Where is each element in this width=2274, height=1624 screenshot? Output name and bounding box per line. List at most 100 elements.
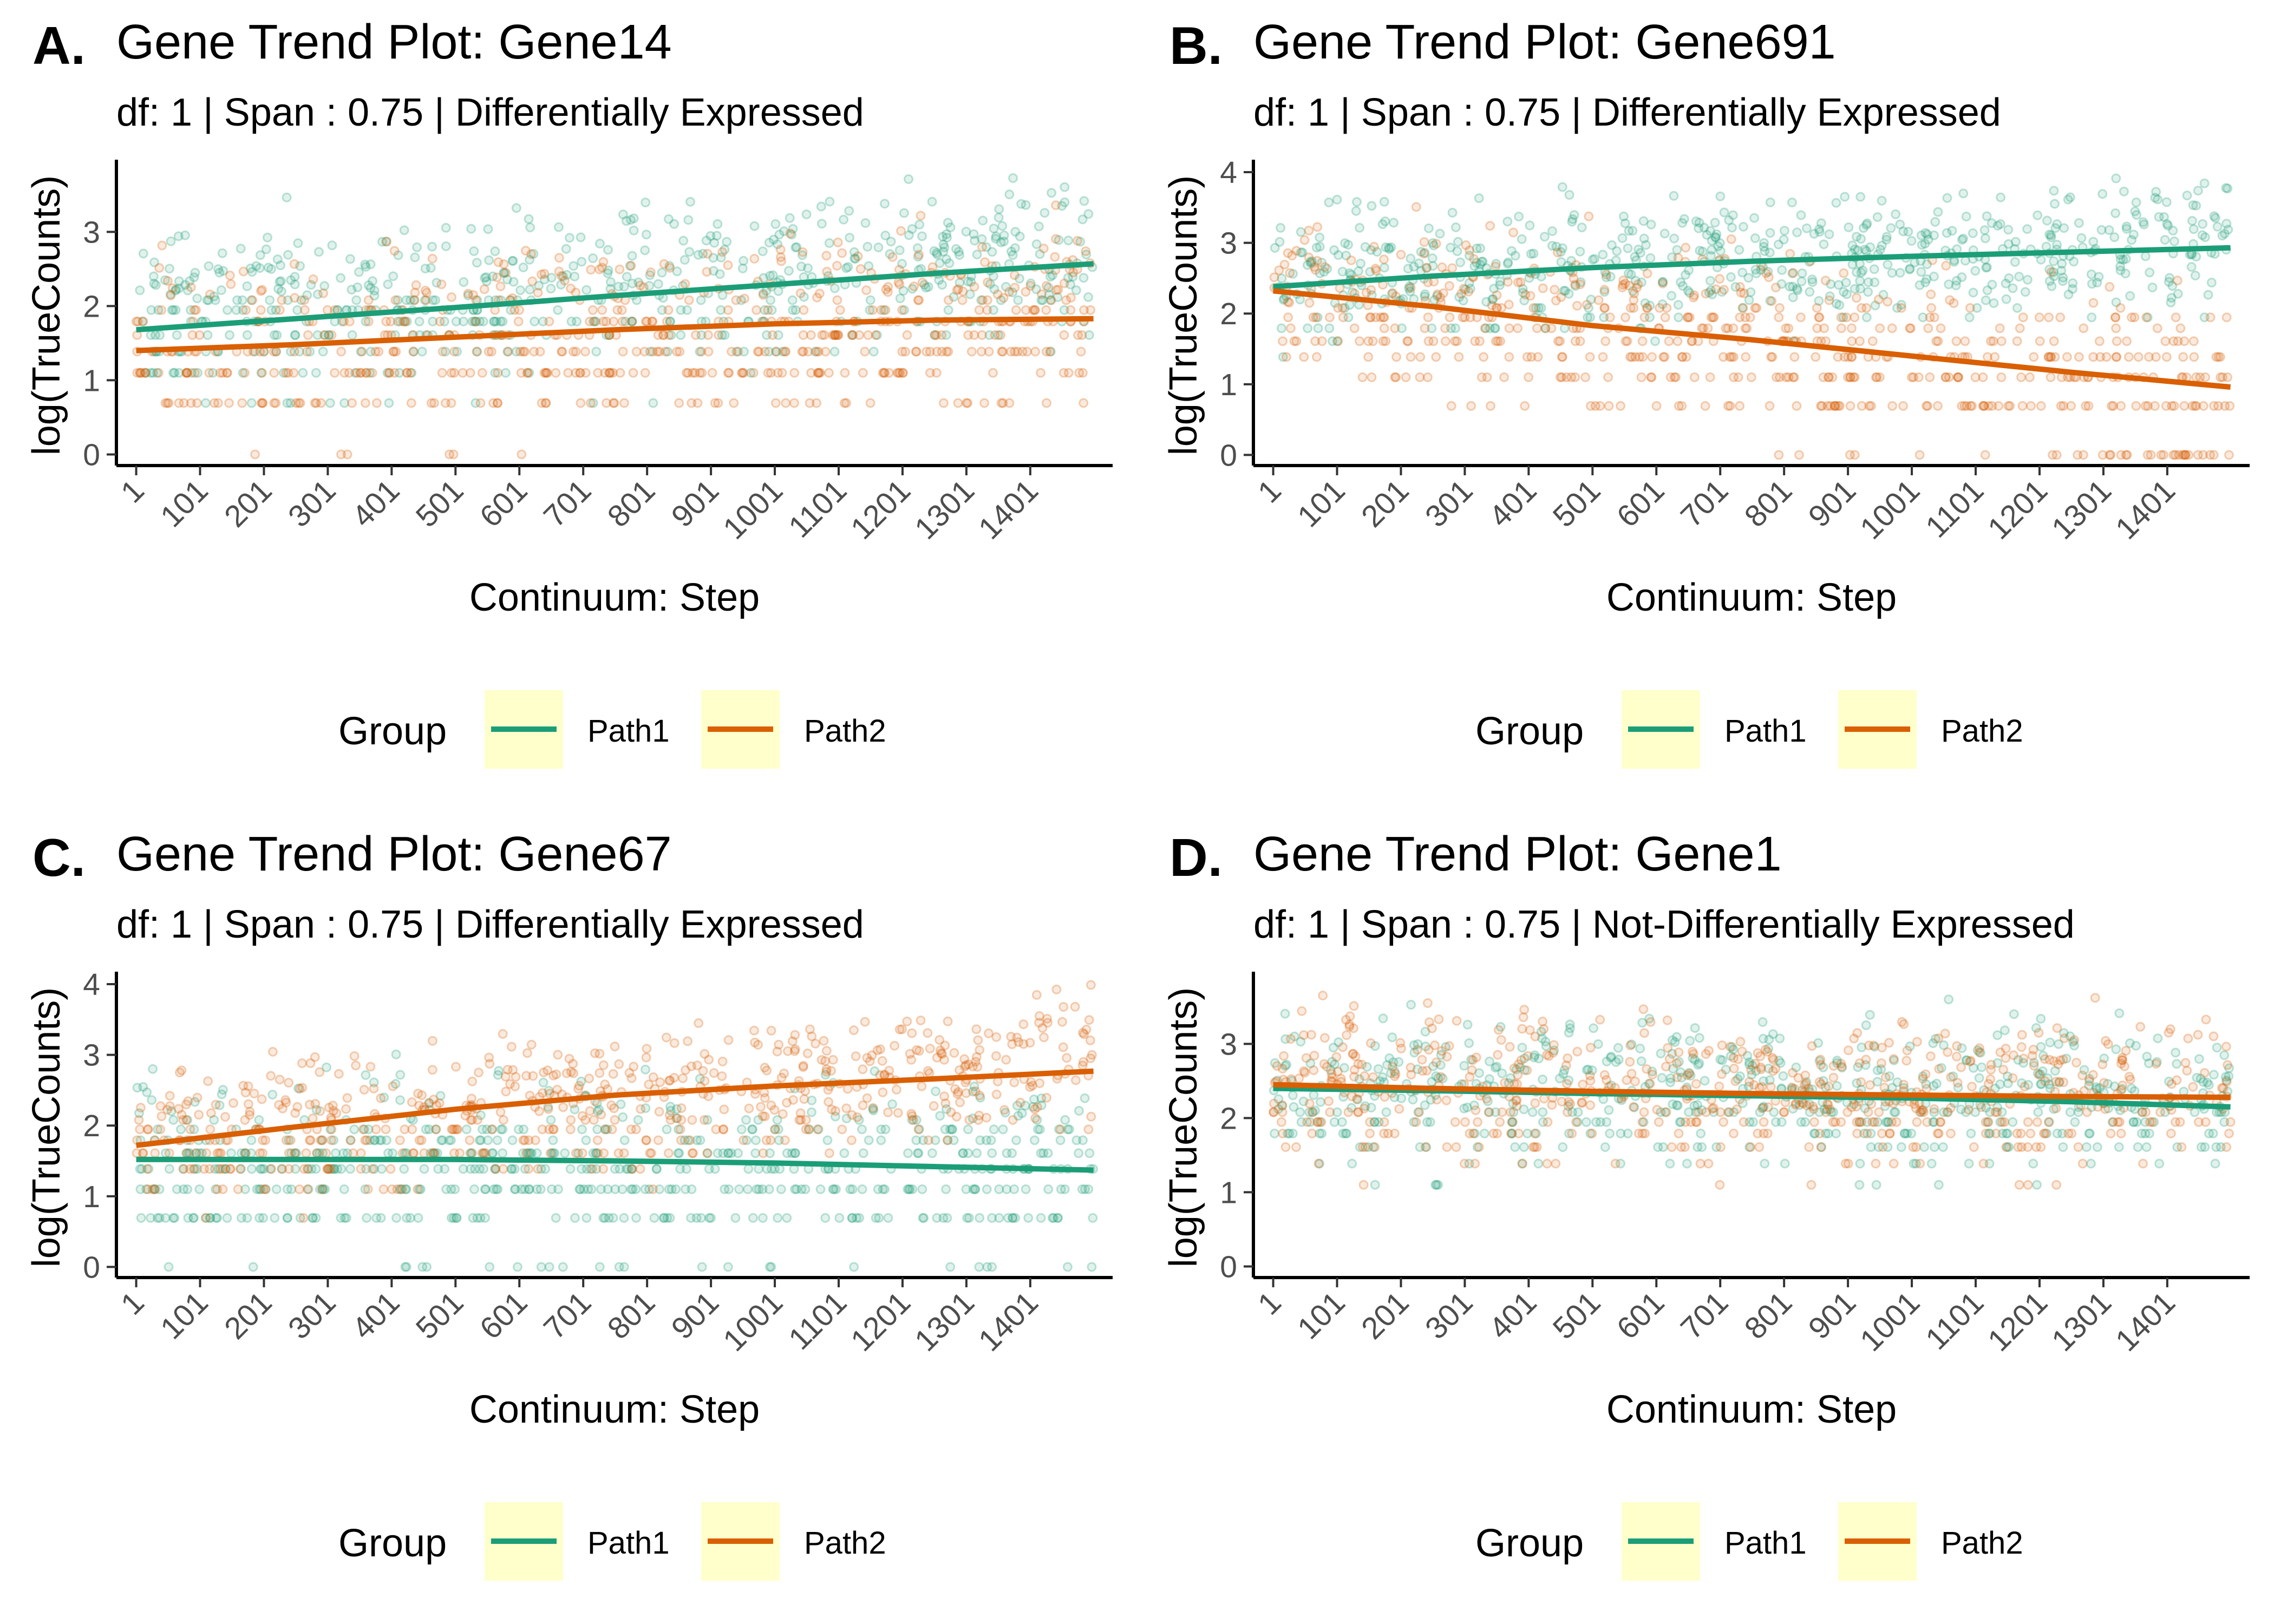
data-point: [989, 224, 999, 234]
data-point: [434, 1098, 445, 1108]
data-point: [1646, 372, 1657, 382]
data-point: [678, 1073, 688, 1083]
data-point: [1379, 312, 1389, 323]
data-point: [1998, 1064, 2009, 1075]
data-point: [914, 250, 924, 260]
data-point: [1728, 1044, 1739, 1055]
data-point: [1311, 312, 1321, 323]
data-point: [1601, 270, 1611, 280]
data-point: [1396, 250, 1406, 260]
data-point: [2018, 1053, 2029, 1064]
data-point: [930, 330, 940, 340]
data-point: [522, 368, 533, 378]
data-point: [282, 1213, 292, 1223]
data-point: [1680, 1142, 1690, 1152]
data-point: [1852, 1117, 1862, 1127]
data-point: [519, 1124, 528, 1135]
data-point: [1036, 289, 1047, 299]
data-point: [1911, 1158, 1921, 1169]
data-point: [135, 1184, 146, 1194]
data-point: [1761, 268, 1771, 278]
data-point: [1702, 230, 1712, 240]
data-point: [1703, 1158, 1714, 1169]
data-point: [616, 1099, 626, 1109]
data-point: [238, 368, 248, 378]
data-point: [2160, 235, 2170, 245]
data-point: [1316, 1117, 1327, 1127]
data-point: [1633, 244, 1644, 254]
data-point: [626, 1164, 637, 1174]
x-tick-label: 901: [665, 473, 726, 534]
data-point: [913, 1148, 924, 1158]
data-point: [953, 284, 963, 294]
data-point: [994, 1213, 1004, 1223]
data-point: [361, 368, 371, 378]
data-point: [1434, 1014, 1444, 1024]
data-point: [134, 1108, 144, 1118]
data-point: [1081, 246, 1091, 257]
data-point: [1992, 1107, 2002, 1117]
data-point: [1826, 279, 1836, 289]
data-point: [961, 1060, 971, 1070]
data-point: [1447, 263, 1458, 273]
data-point: [370, 1135, 380, 1145]
data-point: [1567, 217, 1577, 227]
data-point: [998, 293, 1009, 303]
data-point: [327, 240, 337, 251]
data-point: [166, 290, 176, 300]
data-point: [1284, 297, 1295, 307]
data-point: [1404, 281, 1415, 292]
x-tick-label: 701: [537, 473, 598, 534]
data-point: [854, 330, 864, 340]
data-point: [1047, 188, 1057, 198]
data-point: [466, 224, 476, 234]
data-point: [977, 295, 988, 305]
data-point: [1562, 1079, 1572, 1089]
data-point: [590, 316, 600, 326]
data-point: [1923, 401, 1933, 411]
data-point: [1962, 1055, 1972, 1065]
data-point: [706, 1213, 716, 1223]
data-point: [2160, 336, 2171, 346]
data-point: [1694, 218, 1704, 228]
data-point: [297, 1083, 308, 1093]
data-point: [1580, 372, 1591, 382]
data-point: [862, 1093, 872, 1103]
data-point: [975, 1090, 985, 1101]
data-point: [436, 279, 447, 290]
data-point: [886, 237, 896, 247]
data-point: [1638, 1004, 1649, 1014]
data-point: [692, 1135, 702, 1145]
data-point: [894, 265, 904, 275]
data-point: [768, 270, 778, 280]
data-point: [2050, 352, 2060, 362]
data-point: [1696, 1128, 1706, 1138]
data-point: [1086, 1111, 1096, 1122]
data-point: [568, 1068, 579, 1078]
data-point: [2009, 1050, 2018, 1060]
data-point: [1622, 336, 1632, 346]
data-point: [932, 248, 942, 258]
data-point: [1598, 250, 1608, 260]
data-point: [1724, 1107, 1734, 1117]
data-point: [440, 346, 450, 357]
data-point: [1683, 312, 1693, 323]
data-point: [140, 368, 150, 378]
data-point: [499, 259, 509, 269]
data-point: [1736, 287, 1746, 298]
data-point: [1930, 1142, 1939, 1152]
data-point: [700, 1049, 710, 1059]
data-point: [390, 1079, 401, 1089]
data-point: [943, 1016, 953, 1026]
data-point: [347, 398, 357, 408]
data-point: [999, 230, 1009, 240]
data-point: [178, 1164, 188, 1174]
data-point: [1074, 368, 1084, 378]
data-point: [1773, 239, 1783, 250]
data-point: [474, 1135, 485, 1145]
data-point: [1789, 372, 1799, 382]
data-point: [937, 346, 947, 357]
data-point: [594, 1104, 604, 1115]
data-point: [286, 346, 296, 357]
data-point: [517, 449, 527, 460]
